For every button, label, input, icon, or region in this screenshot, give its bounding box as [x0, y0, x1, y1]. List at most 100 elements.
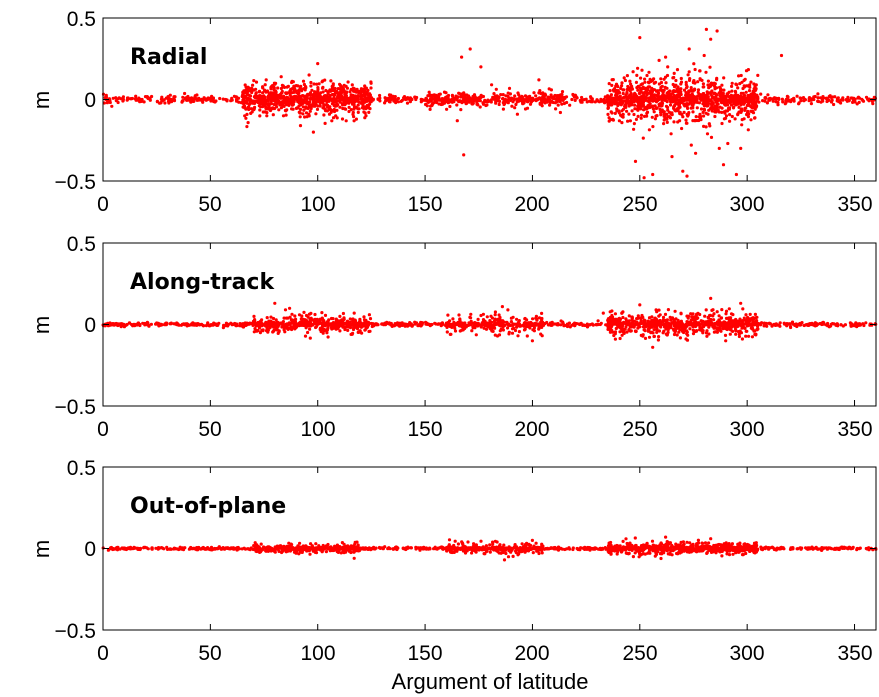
data-point	[435, 96, 439, 100]
data-point	[754, 323, 758, 327]
data-point	[608, 322, 612, 327]
data-point	[516, 91, 520, 95]
data-point	[707, 325, 711, 329]
data-point	[279, 96, 283, 100]
data-point	[658, 313, 662, 317]
data-point	[516, 322, 521, 326]
data-point	[323, 313, 328, 317]
data-point	[445, 95, 449, 99]
data-point	[309, 106, 313, 111]
data-point	[664, 81, 668, 85]
data-point	[641, 333, 645, 337]
x-tick-label: 0	[97, 642, 109, 665]
data-point	[301, 112, 305, 116]
data-point	[753, 93, 757, 97]
data-point	[612, 333, 616, 338]
data-point	[278, 103, 282, 107]
data-point	[268, 324, 272, 328]
data-point	[715, 104, 719, 109]
data-point	[363, 84, 367, 88]
data-point	[300, 99, 304, 104]
x-tick-label: 100	[300, 193, 335, 216]
data-point	[261, 91, 265, 95]
data-point	[841, 324, 845, 328]
data-point	[693, 67, 697, 72]
data-point	[316, 86, 320, 90]
data-point	[568, 103, 572, 107]
data-point	[723, 333, 728, 337]
data-point	[192, 323, 196, 327]
x-tick-label: 100	[300, 642, 335, 665]
data-point	[653, 318, 657, 322]
data-point	[446, 322, 450, 326]
data-point	[308, 91, 312, 95]
data-point	[691, 110, 695, 114]
data-point	[668, 93, 673, 97]
data-point	[468, 47, 472, 51]
data-point	[850, 96, 854, 100]
data-point	[835, 323, 839, 327]
data-point	[770, 324, 774, 328]
data-point	[356, 110, 360, 114]
data-point	[387, 321, 391, 325]
data-point	[314, 100, 318, 104]
data-point	[709, 296, 713, 300]
data-point	[244, 323, 248, 328]
x-tick-label: 50	[198, 193, 221, 216]
data-point	[713, 114, 717, 119]
data-point	[684, 91, 688, 95]
data-point	[737, 74, 741, 78]
data-point	[642, 328, 646, 332]
data-point	[616, 95, 620, 99]
data-point	[694, 99, 698, 103]
data-point	[826, 98, 831, 103]
data-point	[682, 88, 687, 92]
data-point	[347, 101, 351, 105]
data-point	[149, 322, 153, 326]
data-point	[304, 326, 308, 330]
data-point	[449, 324, 453, 328]
data-point	[467, 100, 471, 104]
data-point	[314, 112, 318, 116]
data-point	[332, 92, 337, 96]
data-point	[702, 53, 706, 58]
data-point	[687, 70, 691, 74]
data-point	[445, 107, 449, 111]
data-point	[625, 97, 630, 101]
data-point	[562, 324, 566, 328]
data-point	[301, 105, 305, 109]
data-point	[745, 324, 749, 328]
data-point	[489, 327, 493, 331]
data-point	[361, 97, 365, 101]
data-point	[792, 99, 796, 103]
data-point	[272, 96, 276, 101]
data-point	[455, 103, 459, 107]
data-point	[656, 338, 661, 342]
data-point	[271, 113, 275, 117]
data-point	[706, 96, 710, 100]
data-point	[717, 146, 721, 150]
data-point	[629, 82, 633, 86]
data-point	[534, 94, 538, 98]
data-point	[698, 78, 703, 82]
data-point	[761, 99, 765, 103]
data-point	[499, 93, 503, 97]
data-point	[682, 110, 686, 114]
data-point	[713, 87, 717, 91]
data-point	[756, 73, 760, 77]
data-point	[618, 94, 622, 98]
data-point	[797, 101, 801, 105]
data-point	[642, 92, 646, 96]
data-point	[494, 87, 498, 91]
data-point	[733, 117, 737, 121]
data-point	[802, 99, 806, 103]
data-point	[285, 108, 289, 112]
data-point	[659, 110, 663, 114]
data-point	[284, 113, 288, 117]
data-point	[609, 319, 613, 323]
data-point	[348, 317, 352, 321]
data-point	[560, 90, 565, 94]
data-point	[332, 326, 336, 330]
data-point	[104, 95, 108, 99]
